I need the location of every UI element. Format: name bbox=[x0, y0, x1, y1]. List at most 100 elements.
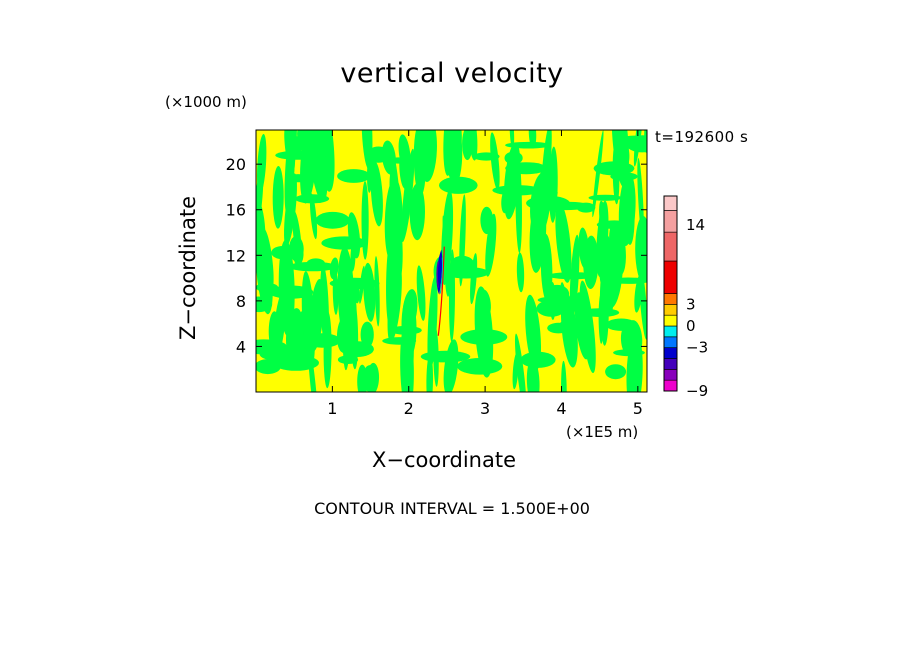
y-tick-label: 12 bbox=[226, 246, 246, 265]
field-band bbox=[296, 318, 326, 325]
field-band bbox=[605, 364, 627, 380]
field-band bbox=[526, 358, 540, 392]
field-band bbox=[599, 200, 608, 240]
field-band bbox=[321, 236, 368, 250]
colorbar-swatch bbox=[663, 304, 678, 316]
field-band bbox=[275, 150, 320, 160]
field-band bbox=[588, 194, 622, 201]
y-tick-label: 4 bbox=[236, 337, 246, 356]
y-axis-unit: (×1000 m) bbox=[165, 93, 247, 111]
field-band bbox=[504, 151, 523, 165]
colorbar: 14 3 0 −3 −9 bbox=[663, 195, 708, 400]
field-band bbox=[416, 265, 426, 321]
field-band bbox=[605, 277, 647, 284]
field-band bbox=[343, 293, 357, 346]
x-axis-unit: (×1E5 m) bbox=[566, 423, 639, 441]
x-axis-label: X−coordinate bbox=[372, 448, 516, 472]
x-tick-label: 2 bbox=[404, 399, 414, 418]
field-band bbox=[547, 322, 570, 334]
field-band bbox=[605, 318, 637, 331]
field-band bbox=[256, 296, 273, 313]
colorbar-tick-label: −9 bbox=[686, 382, 708, 400]
field-band bbox=[284, 173, 297, 247]
field-band bbox=[514, 333, 527, 392]
field-band bbox=[528, 130, 537, 149]
field-band bbox=[472, 152, 500, 161]
updraft-line bbox=[437, 246, 445, 336]
field-band bbox=[635, 216, 647, 283]
field-band bbox=[610, 172, 638, 181]
field-band bbox=[337, 169, 371, 183]
field-band bbox=[535, 186, 558, 200]
field-band bbox=[256, 339, 288, 355]
field-band bbox=[303, 333, 341, 348]
field-band bbox=[602, 234, 615, 316]
updraft-edge bbox=[439, 257, 444, 294]
colorbar-tick-label: 0 bbox=[686, 317, 696, 335]
field-band bbox=[360, 321, 374, 348]
field-band bbox=[520, 351, 556, 368]
velocity-features bbox=[436, 246, 445, 336]
colorbar-tick-label: 14 bbox=[686, 216, 705, 234]
field-band bbox=[593, 161, 635, 176]
field-band bbox=[505, 141, 552, 149]
field-band bbox=[505, 162, 547, 175]
field-band bbox=[283, 346, 309, 357]
field-band bbox=[462, 130, 473, 161]
colorbar-swatch bbox=[663, 347, 678, 359]
x-axis-ticks: 1 2 3 4 5 bbox=[327, 130, 643, 418]
field-band bbox=[374, 256, 380, 327]
field-band bbox=[370, 160, 383, 227]
field-band bbox=[450, 255, 475, 273]
field-band bbox=[613, 349, 645, 357]
field-band bbox=[470, 253, 478, 305]
colorbar-swatch bbox=[663, 260, 678, 294]
colorbar-swatch bbox=[663, 369, 678, 381]
field-band bbox=[509, 130, 515, 150]
field-band bbox=[457, 358, 503, 375]
field-band bbox=[596, 220, 632, 229]
field-band bbox=[340, 341, 374, 357]
y-tick-label: 20 bbox=[226, 155, 246, 174]
downdraft-edge bbox=[436, 261, 440, 288]
time-label: t=192600 s bbox=[655, 128, 749, 146]
field-band bbox=[389, 325, 422, 335]
plot-frame bbox=[255, 129, 648, 393]
field-band bbox=[443, 130, 456, 176]
field-band bbox=[329, 277, 380, 289]
field-band bbox=[382, 157, 415, 164]
y-tick-label: 16 bbox=[226, 201, 246, 220]
field-band bbox=[581, 308, 620, 317]
field-band bbox=[315, 211, 350, 229]
field-band bbox=[256, 169, 264, 256]
field-band bbox=[485, 213, 497, 277]
field-band bbox=[516, 252, 525, 293]
field-band bbox=[382, 337, 417, 345]
field-band bbox=[536, 300, 566, 317]
field-band bbox=[413, 130, 427, 196]
y-tick-label: 8 bbox=[236, 292, 246, 311]
field-band bbox=[637, 157, 644, 241]
x-tick-label: 5 bbox=[633, 399, 643, 418]
field-band bbox=[492, 185, 542, 196]
x-tick-label: 3 bbox=[480, 399, 490, 418]
colorbar-swatch bbox=[663, 210, 678, 233]
field-band bbox=[561, 360, 567, 392]
field-band bbox=[525, 294, 542, 370]
field-band bbox=[337, 355, 359, 365]
field-band bbox=[309, 130, 328, 202]
field-band bbox=[555, 202, 572, 283]
field-band bbox=[460, 329, 508, 345]
colorbar-tick-label: 3 bbox=[686, 295, 696, 313]
field-band bbox=[363, 262, 376, 322]
field-band bbox=[401, 148, 415, 243]
field-band bbox=[420, 350, 471, 363]
colorbar-swatch bbox=[663, 231, 678, 262]
field-band bbox=[537, 296, 579, 304]
field-band bbox=[480, 206, 494, 235]
field-band bbox=[386, 237, 395, 327]
field-band bbox=[271, 246, 295, 260]
field-band bbox=[272, 166, 284, 229]
colorbar-frame bbox=[663, 195, 678, 392]
